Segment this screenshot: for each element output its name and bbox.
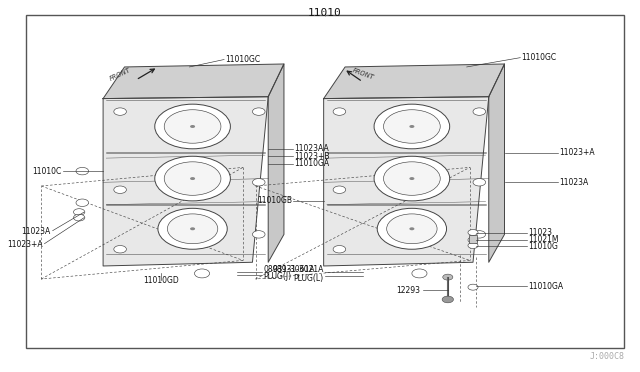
Circle shape bbox=[155, 104, 230, 149]
Text: 11010GD: 11010GD bbox=[143, 276, 179, 285]
Text: 11023AA: 11023AA bbox=[294, 144, 330, 153]
Text: 11010GC: 11010GC bbox=[522, 53, 557, 62]
Circle shape bbox=[333, 186, 346, 193]
Circle shape bbox=[468, 230, 478, 235]
Circle shape bbox=[383, 162, 440, 195]
Circle shape bbox=[252, 108, 265, 115]
Circle shape bbox=[190, 177, 195, 180]
Text: 11023A: 11023A bbox=[22, 227, 51, 236]
Circle shape bbox=[158, 208, 227, 249]
Text: 08931-3061A: 08931-3061A bbox=[263, 265, 315, 274]
Polygon shape bbox=[103, 97, 268, 266]
Text: 08931-3021A: 08931-3021A bbox=[272, 265, 324, 274]
Circle shape bbox=[252, 179, 265, 186]
Circle shape bbox=[374, 156, 450, 201]
Circle shape bbox=[190, 227, 195, 230]
Circle shape bbox=[164, 162, 221, 195]
Circle shape bbox=[333, 108, 346, 115]
Text: PLUG(L): PLUG(L) bbox=[294, 274, 324, 283]
Circle shape bbox=[114, 108, 127, 115]
Polygon shape bbox=[103, 64, 284, 99]
Circle shape bbox=[252, 231, 265, 238]
Polygon shape bbox=[324, 64, 504, 99]
FancyBboxPatch shape bbox=[469, 235, 477, 243]
Circle shape bbox=[473, 179, 486, 186]
Circle shape bbox=[164, 110, 221, 143]
Text: 11010GB: 11010GB bbox=[257, 196, 292, 205]
Polygon shape bbox=[489, 64, 504, 262]
Text: J:000C8: J:000C8 bbox=[589, 352, 624, 361]
Circle shape bbox=[410, 177, 415, 180]
Text: 11023+A: 11023+A bbox=[7, 240, 43, 249]
Circle shape bbox=[468, 284, 478, 290]
Text: FRONT: FRONT bbox=[351, 68, 374, 81]
Circle shape bbox=[74, 209, 85, 215]
Circle shape bbox=[473, 231, 486, 238]
Text: 11010: 11010 bbox=[308, 8, 342, 18]
Text: 11010C: 11010C bbox=[32, 167, 61, 176]
Text: 11010G: 11010G bbox=[528, 242, 557, 251]
Circle shape bbox=[410, 227, 415, 230]
Circle shape bbox=[412, 269, 427, 278]
Text: 11023: 11023 bbox=[528, 228, 552, 237]
Circle shape bbox=[410, 125, 415, 128]
Circle shape bbox=[468, 237, 478, 243]
Circle shape bbox=[155, 156, 230, 201]
Text: 11010GC: 11010GC bbox=[225, 55, 260, 64]
Text: 11010GA: 11010GA bbox=[528, 282, 563, 291]
Text: 11010GA: 11010GA bbox=[294, 159, 330, 168]
Circle shape bbox=[383, 110, 440, 143]
Polygon shape bbox=[324, 97, 489, 266]
Circle shape bbox=[168, 214, 218, 244]
Text: 11023+B: 11023+B bbox=[294, 152, 330, 161]
Circle shape bbox=[387, 214, 437, 244]
Text: 12293: 12293 bbox=[397, 286, 420, 295]
Circle shape bbox=[468, 243, 478, 248]
Circle shape bbox=[443, 274, 453, 280]
Circle shape bbox=[442, 296, 454, 303]
Circle shape bbox=[114, 186, 127, 193]
Circle shape bbox=[74, 214, 85, 221]
Circle shape bbox=[190, 125, 195, 128]
Text: FRONT: FRONT bbox=[109, 67, 132, 82]
Text: 11023+A: 11023+A bbox=[559, 148, 595, 157]
Polygon shape bbox=[268, 64, 284, 262]
Text: 11021M: 11021M bbox=[528, 235, 558, 244]
Circle shape bbox=[114, 246, 127, 253]
Circle shape bbox=[76, 167, 88, 175]
Circle shape bbox=[76, 199, 88, 206]
Circle shape bbox=[333, 246, 346, 253]
Circle shape bbox=[195, 269, 209, 278]
Circle shape bbox=[374, 104, 450, 149]
Text: PLUG(J): PLUG(J) bbox=[263, 272, 291, 280]
Circle shape bbox=[377, 208, 447, 249]
Text: 11023A: 11023A bbox=[559, 178, 589, 187]
Circle shape bbox=[473, 108, 486, 115]
FancyBboxPatch shape bbox=[26, 15, 624, 348]
